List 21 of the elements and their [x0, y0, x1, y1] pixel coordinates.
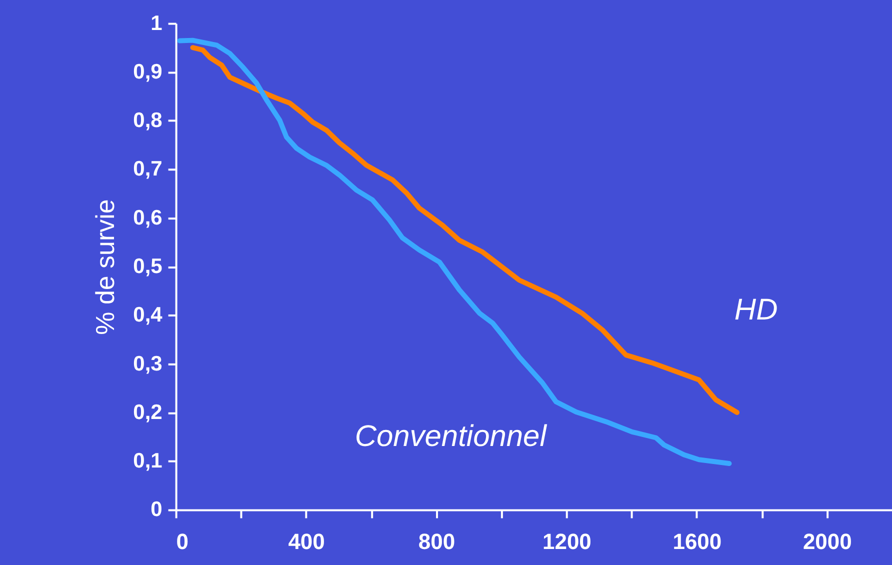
y-tick-label: 0,2: [133, 400, 162, 424]
x-tick-label: 1200: [542, 529, 592, 554]
x-tick-label: 0: [176, 529, 189, 554]
line-series: [177, 38, 732, 466]
y-axis-title: % de survie: [90, 199, 120, 335]
y-tick-label: 0,1: [133, 450, 163, 473]
y-tick-label: 0: [150, 498, 162, 522]
y-tick-label: 0,5: [133, 255, 163, 278]
y-tick-label: 0,8: [133, 109, 163, 132]
y-tick-label: 0,3: [133, 352, 162, 376]
y-tick-label: 0,7: [133, 158, 162, 181]
x-tick-label: 1600: [672, 529, 722, 554]
y-tick-label: 0,9: [133, 60, 162, 84]
y-tick-label: 0,4: [133, 304, 163, 327]
y-tick-label: 0,6: [133, 206, 162, 230]
y-tick-label: 1: [150, 12, 163, 35]
text: HD: [734, 293, 778, 326]
x-tick-label: 400: [288, 529, 325, 554]
series-label: Conventionnel: [354, 420, 548, 453]
x-tick-label: 2000: [802, 529, 852, 554]
x-tick-label: 800: [418, 529, 456, 554]
